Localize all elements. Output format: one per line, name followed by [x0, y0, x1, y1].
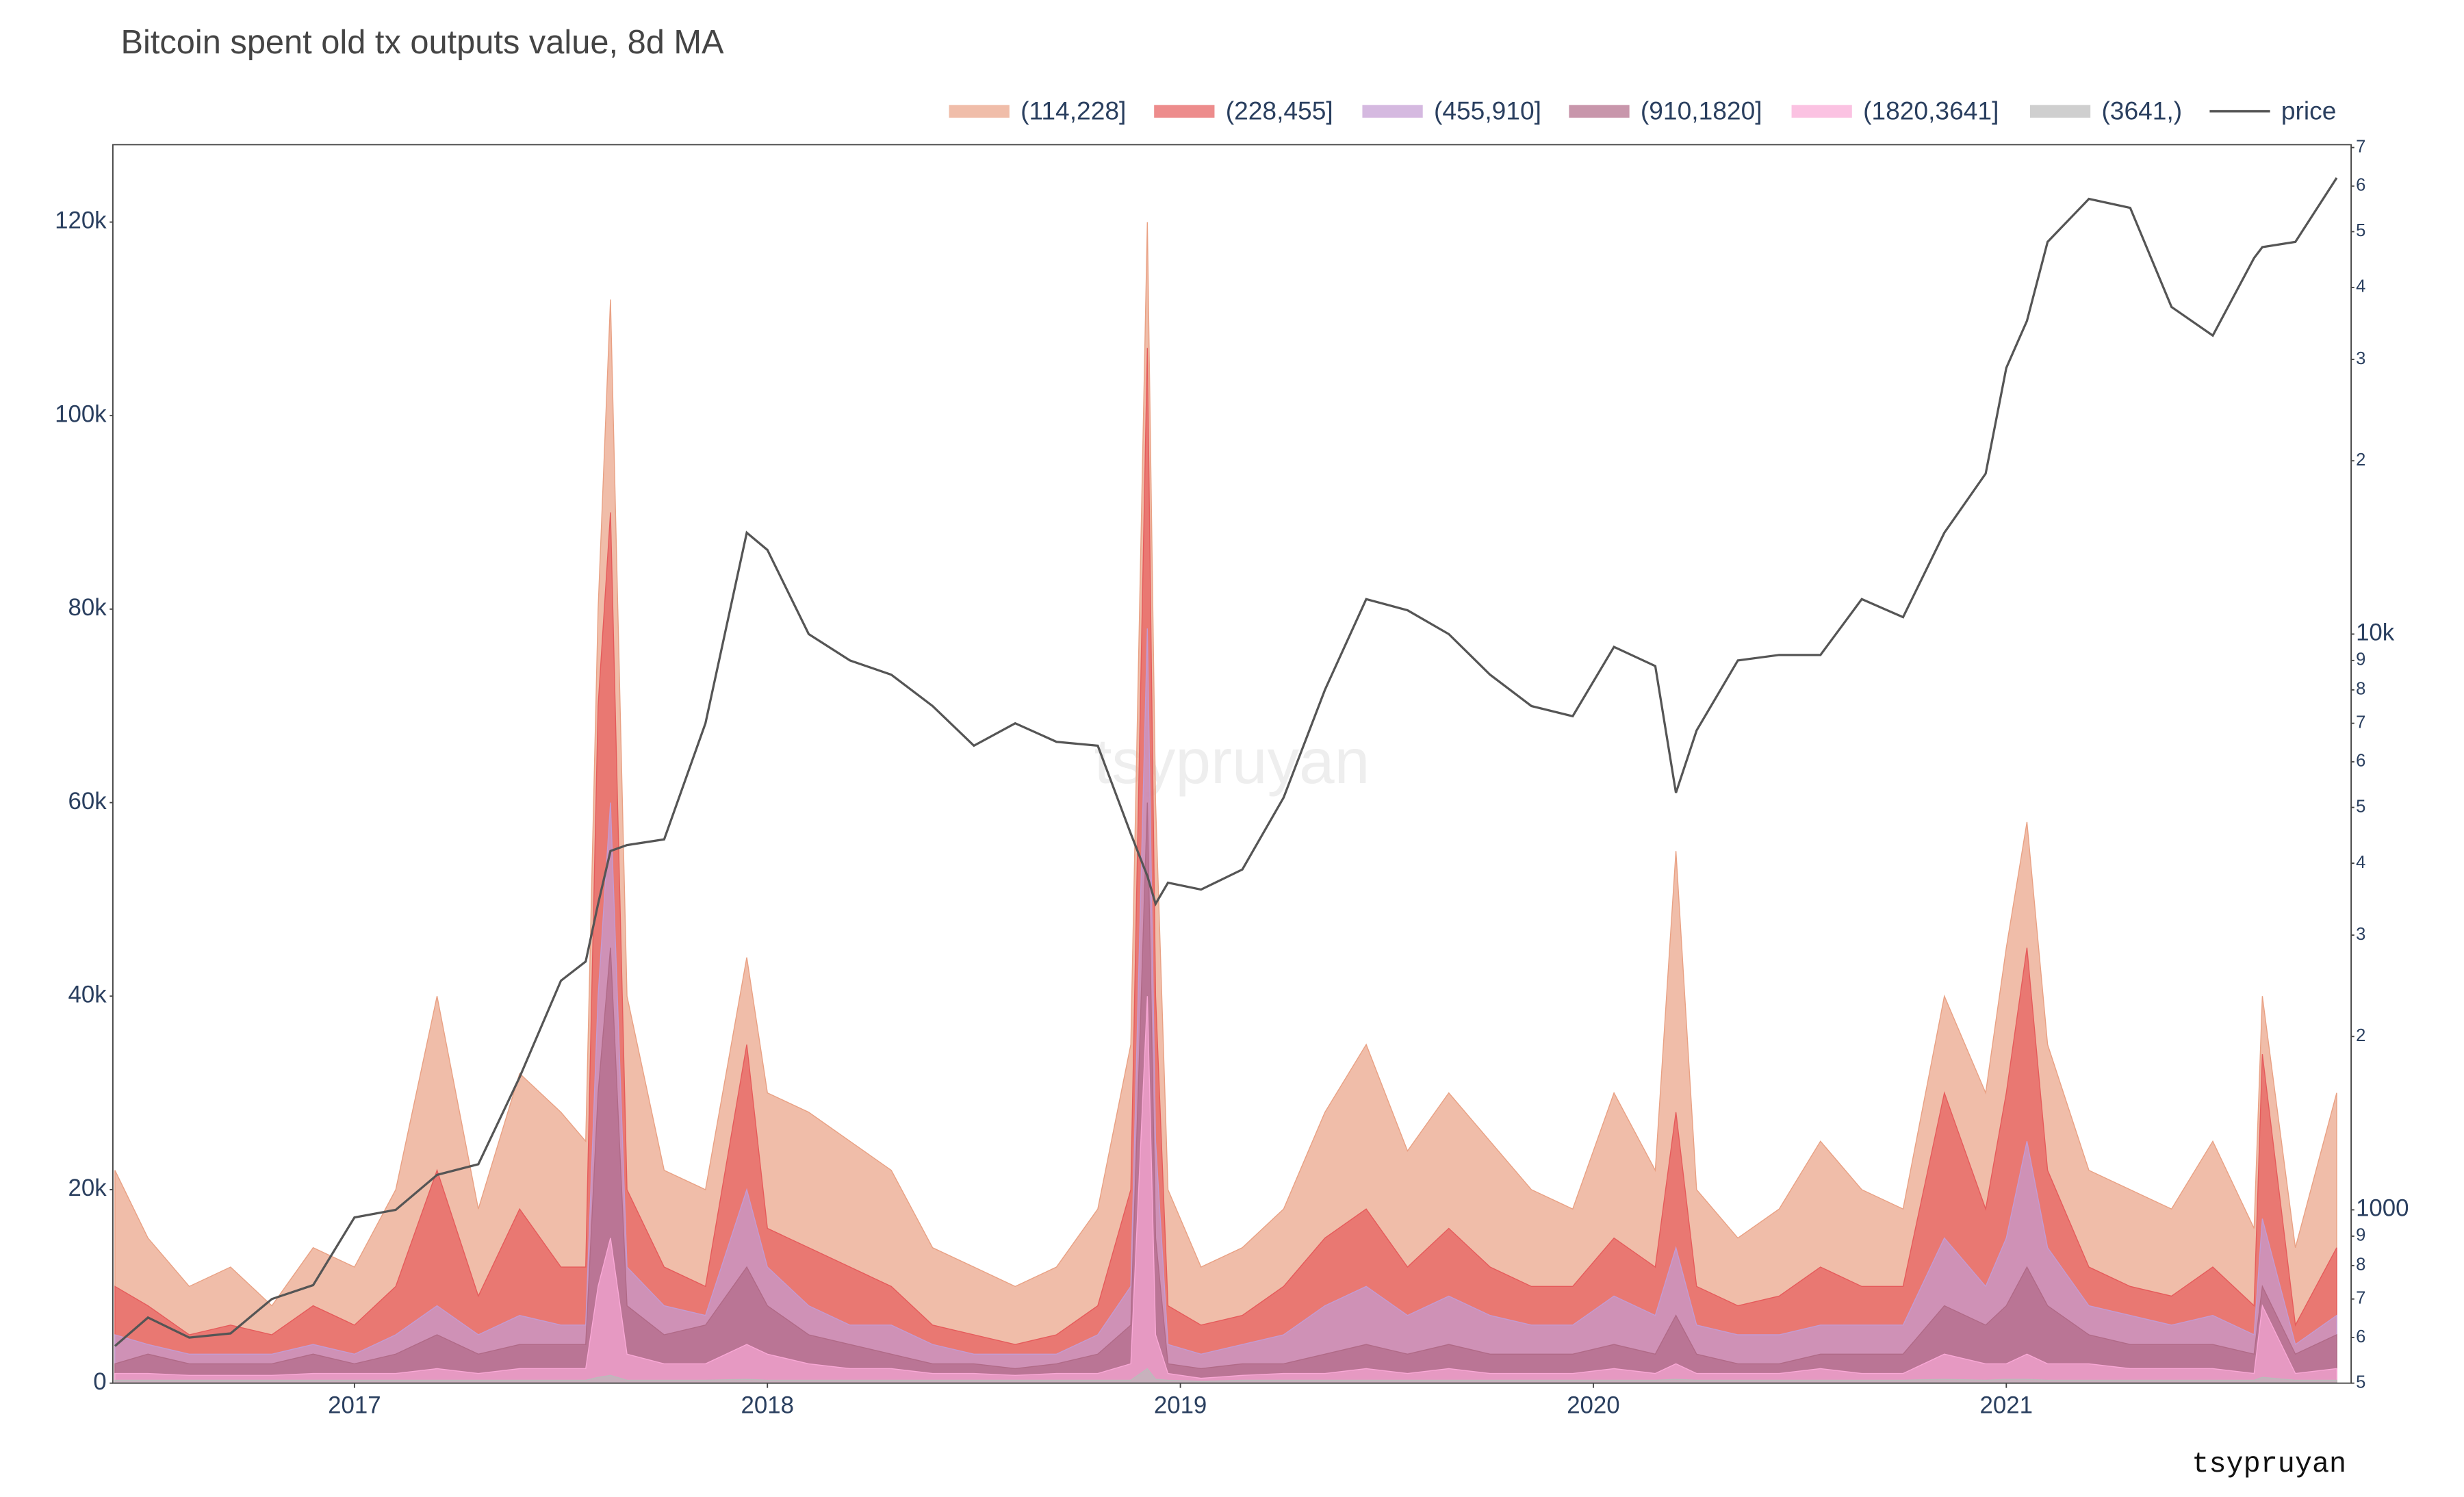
y2-tick-label: 3	[2356, 925, 2365, 944]
y2-tick-label: 7	[2356, 1289, 2365, 1308]
x-tick-label: 2018	[741, 1392, 793, 1419]
y-tick-label: 0	[93, 1368, 106, 1395]
y2-tick-label: 6	[2356, 752, 2365, 771]
y2-tick-label: 10k	[2356, 619, 2395, 646]
y2-tick-label: 4	[2356, 853, 2365, 872]
legend-label: (114,228]	[1021, 97, 1126, 125]
area	[114, 1368, 2337, 1384]
y-tick-label: 60k	[68, 788, 107, 815]
legend-label: (455,910]	[1434, 97, 1541, 125]
legend-label: (1820,3641]	[1863, 97, 1999, 125]
price-line	[114, 177, 2338, 1347]
area	[114, 628, 2337, 1384]
y2-tick-label: 7	[2356, 713, 2365, 732]
legend-label: (910,1820]	[1641, 97, 1762, 125]
y2-tick-label: 3	[2356, 349, 2365, 368]
area	[114, 348, 2337, 1384]
area	[114, 222, 2337, 1384]
y2-tick-label: 5	[2356, 797, 2365, 816]
area	[114, 802, 2337, 1384]
credit: tsypruyan	[2192, 1448, 2346, 1481]
y2-tick-label: 8	[2356, 1255, 2365, 1275]
legend-label: (3641,)	[2101, 97, 2182, 125]
y2-tick-label: 1000	[2356, 1195, 2409, 1222]
legend-label: price	[2281, 97, 2337, 125]
legend-swatch	[2029, 105, 2091, 118]
x-tick-label: 2021	[1980, 1392, 2033, 1419]
y2-tick-label: 7	[2356, 137, 2365, 156]
y2-tick-label: 4	[2356, 277, 2365, 296]
x-tick-label: 2020	[1567, 1392, 1619, 1419]
plot-area	[114, 177, 2338, 1384]
y2-tick-label: 5	[2356, 221, 2365, 240]
y2-tick-label: 2	[2356, 1026, 2365, 1045]
y2-tick-label: 5	[2356, 1372, 2365, 1392]
y-tick-label: 100k	[55, 400, 107, 427]
y2-tick-label: 2	[2356, 450, 2365, 470]
y2-tick-label: 9	[2356, 1226, 2365, 1245]
y-tick-label: 20k	[68, 1175, 107, 1201]
y-tick-label: 120k	[55, 207, 107, 234]
legend-swatch	[1791, 105, 1852, 118]
legend-swatch	[1154, 105, 1215, 118]
x-tick-label: 2019	[1154, 1392, 1207, 1419]
legend-swatch	[1569, 105, 1630, 118]
area	[114, 996, 2337, 1384]
chart-title: Bitcoin spent old tx outputs value, 8d M…	[121, 24, 724, 61]
y2-tick-label: 6	[2356, 1327, 2365, 1346]
legend-swatch	[949, 105, 1010, 118]
y2-tick-label: 8	[2356, 680, 2365, 699]
watermark: tsypruyan	[1094, 726, 1370, 797]
y-tick-label: 80k	[68, 594, 107, 621]
y-tick-label: 40k	[68, 981, 107, 1008]
y2-tick-label: 9	[2356, 650, 2365, 669]
legend-label: (228,455]	[1226, 97, 1333, 125]
x-tick-label: 2017	[328, 1392, 381, 1419]
legend-swatch	[1362, 105, 1423, 118]
y2-tick-label: 6	[2356, 176, 2365, 195]
plot-frame	[112, 144, 2352, 1384]
